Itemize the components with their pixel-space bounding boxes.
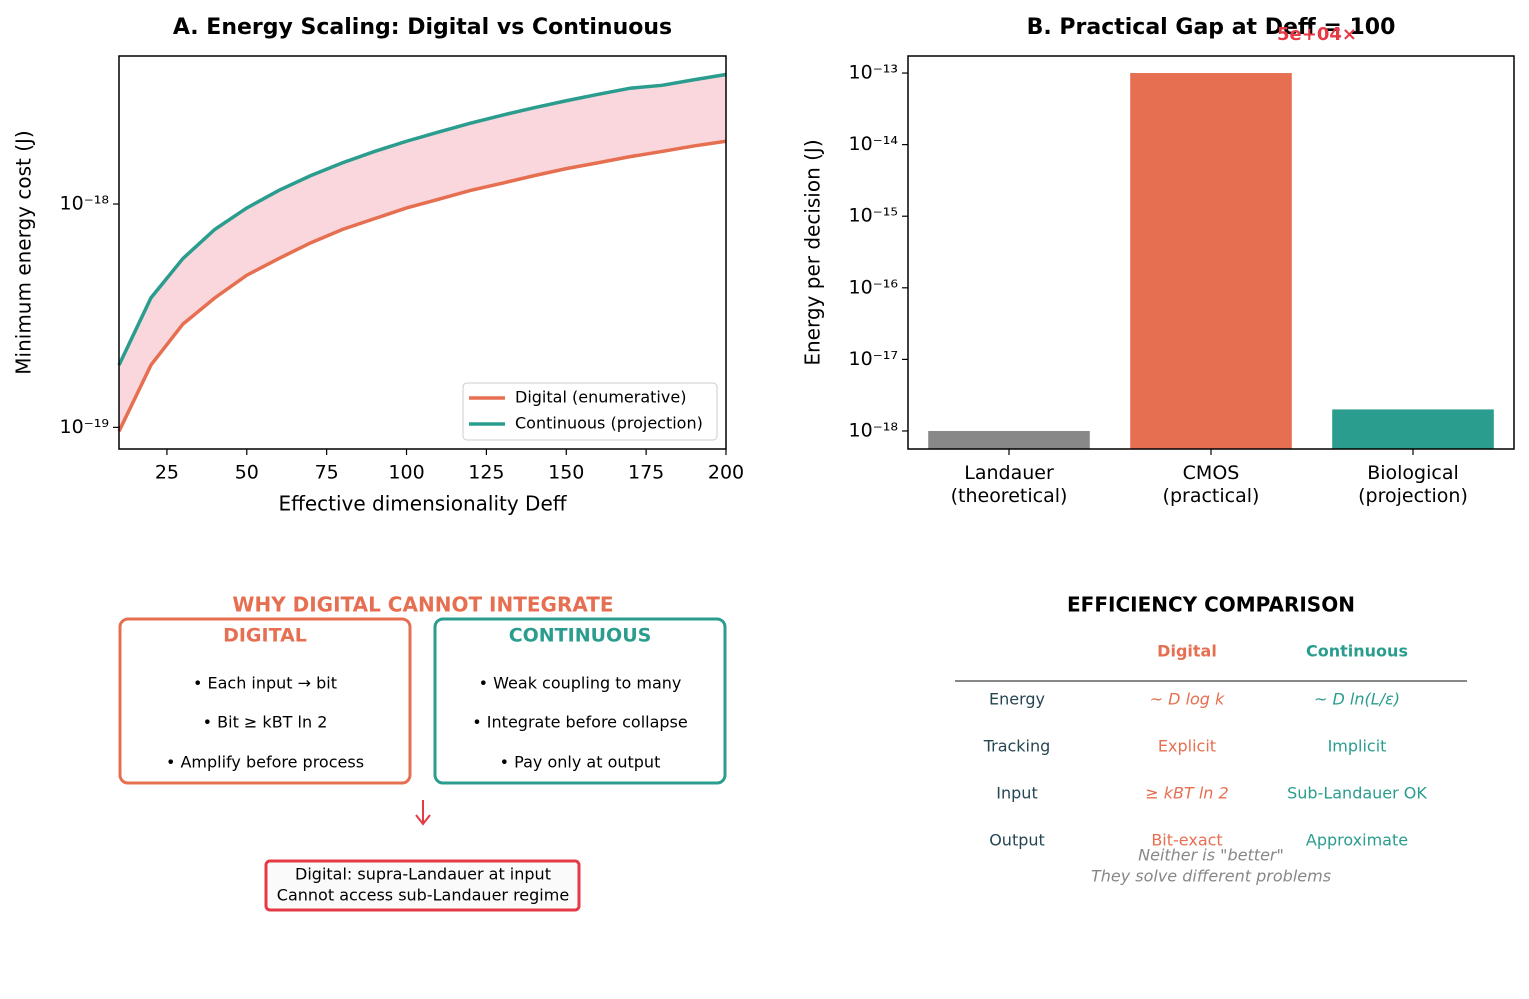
y-tick-label: 10⁻¹³ [849, 62, 898, 84]
table-title: EFFICIENCY COMPARISON [1067, 593, 1355, 617]
series-line [117, 72, 727, 366]
table-cell: Input [996, 784, 1037, 803]
conclusion-box [264, 859, 581, 912]
table-cell: Sub-Landauer OK [1287, 784, 1427, 803]
box-heading: DIGITAL [223, 625, 307, 647]
box-item: • Weak coupling to many [479, 674, 682, 693]
y-tick-label: 10⁻¹⁷ [849, 348, 898, 370]
x-tick-label: 25 [155, 462, 179, 484]
table-footnote: They solve different problems [1091, 867, 1331, 886]
y-axis-label: Energy per decision (J) [801, 139, 825, 365]
x-tick-label: CMOS (practical) [1163, 462, 1260, 507]
annotation: 5e+04× [1277, 24, 1357, 45]
table-cell: Energy [989, 690, 1045, 709]
bar [1130, 73, 1292, 450]
series-line [117, 139, 727, 433]
y-tick-label: 10⁻¹⁸ [60, 193, 109, 215]
box-item: • Integrate before collapse [472, 713, 687, 732]
table-cell: ≥ kBT ln 2 [1145, 784, 1228, 803]
table-header: Continuous [1306, 642, 1408, 661]
plot-frame [118, 55, 727, 450]
x-tick-label: 75 [315, 462, 339, 484]
fill-between [119, 74, 726, 432]
y-axis-label: Minimum energy cost (J) [12, 130, 36, 374]
table-cell: Approximate [1306, 831, 1408, 850]
table-cell: Explicit [1158, 737, 1216, 756]
x-tick-label: 125 [468, 462, 504, 484]
x-tick-label: 100 [388, 462, 424, 484]
x-tick-label: Biological (projection) [1358, 462, 1468, 507]
table-cell: Bit-exact [1151, 831, 1222, 850]
plot-frame [907, 55, 1515, 450]
y-tick-label: 10⁻¹⁴ [849, 133, 899, 155]
box-item: • Pay only at output [500, 753, 661, 772]
table-cell: Output [989, 831, 1045, 850]
y-tick-label: 10⁻¹⁶ [849, 276, 898, 298]
box-item: • Bit ≥ kBT ln 2 [203, 713, 328, 732]
table-cell: Implicit [1328, 737, 1387, 756]
legend-label: Continuous (projection) [515, 414, 703, 433]
x-tick-label: Landauer (theoretical) [951, 462, 1068, 507]
conclusion-line: Cannot access sub-Landauer regime [277, 886, 569, 905]
x-tick-label: 175 [628, 462, 664, 484]
chart-title: B. Practical Gap at Deff = 100 [1027, 15, 1396, 40]
bar [928, 430, 1090, 449]
box-item: • Amplify before process [166, 753, 364, 772]
legend-label: Digital (enumerative) [515, 388, 686, 407]
bar [1332, 409, 1494, 449]
box-item: • Each input → bit [193, 674, 337, 693]
y-tick-label: 10⁻¹⁸ [849, 419, 898, 441]
x-tick-label: 50 [235, 462, 259, 484]
table-footnote: Neither is "better" [1138, 846, 1284, 865]
table-cell: ~ D ln(L/ε) [1314, 690, 1400, 709]
conclusion-line: Digital: supra-Landauer at input [295, 865, 551, 884]
digital-box [118, 617, 412, 785]
table-body: Energy ~ D log k ~ D ln(L/ε) Tracking Explic… [983, 690, 1428, 850]
x-axis-label: Effective dimensionality Deff [278, 492, 567, 516]
x-tick-label: 150 [548, 462, 584, 484]
table-header: Digital [1157, 642, 1217, 661]
box-heading: CONTINUOUS [509, 625, 652, 647]
chart-title: A. Energy Scaling: Digital vs Continuous [173, 15, 672, 40]
y-tick-label: 10⁻¹⁵ [849, 205, 898, 227]
arrow-head [415, 814, 431, 826]
y-tick-label: 10⁻¹⁹ [60, 416, 109, 438]
continuous-box [433, 617, 727, 785]
table-cell: Tracking [983, 737, 1051, 756]
x-tick-label: 200 [708, 462, 744, 484]
diagram-title: WHY DIGITAL CANNOT INTEGRATE [232, 593, 613, 617]
table-cell: ~ D log k [1150, 690, 1225, 709]
legend [462, 382, 718, 441]
